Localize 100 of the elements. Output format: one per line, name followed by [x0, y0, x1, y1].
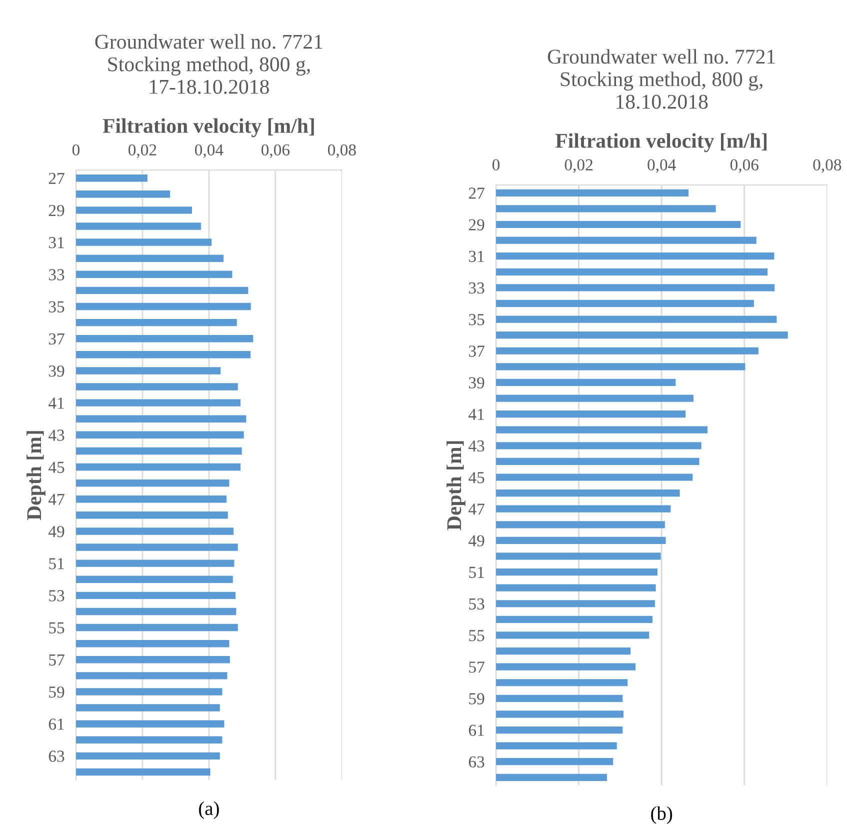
bar [76, 431, 244, 439]
y-tick-label: 61 [468, 724, 484, 736]
bar [76, 334, 254, 342]
bar [76, 672, 228, 680]
bar [496, 536, 666, 544]
bar [496, 584, 656, 592]
y-tick-label: 55 [469, 630, 484, 642]
bar [496, 600, 655, 608]
bar [76, 656, 230, 664]
y-tick-label: 53 [469, 598, 484, 610]
bar [76, 399, 241, 406]
bar [76, 190, 170, 198]
bar [76, 704, 220, 712]
y-tick-label: 35 [469, 314, 484, 326]
bar [496, 410, 686, 418]
bar [496, 189, 688, 196]
bar [496, 316, 777, 323]
bar [76, 720, 224, 728]
x-tick-label: 0 [492, 159, 500, 171]
bar [76, 640, 230, 648]
y-axis-title: Depth [m] [26, 431, 46, 520]
bar [496, 505, 671, 512]
bar [496, 474, 693, 481]
text: (a) [199, 801, 219, 819]
x-axis-title: Filtration velocity [m/h] [102, 118, 314, 138]
bar [76, 592, 236, 600]
bar [76, 768, 210, 776]
y-tick-label: 61 [48, 718, 64, 730]
y-tick-label: 31 [469, 250, 484, 262]
y-tick-label: 43 [48, 430, 64, 441]
bar [496, 521, 665, 528]
bar [496, 616, 652, 623]
chart-title: Groundwater well no. 7721 Stocking method, 800 g, 18.10.2018 [548, 49, 775, 109]
x-tick-label: 0,06 [261, 144, 290, 158]
y-tick-label: 27 [48, 172, 64, 184]
bar [76, 752, 220, 760]
bar [496, 710, 624, 718]
bar [76, 206, 192, 214]
bar [496, 300, 754, 308]
bar [76, 496, 227, 503]
bar [76, 608, 236, 616]
x-tick-label: 0,08 [813, 159, 842, 173]
y-tick-label: 33 [48, 269, 64, 280]
bar [496, 679, 628, 686]
bar [496, 268, 768, 276]
bar [76, 222, 201, 230]
bar [496, 284, 775, 292]
y-tick-label: 59 [469, 693, 484, 704]
bar [496, 394, 694, 402]
y-tick-label: 63 [48, 750, 64, 762]
bar [496, 236, 756, 244]
bar [76, 624, 238, 632]
bar [496, 663, 636, 670]
bar [76, 447, 242, 455]
bar [76, 254, 224, 262]
bar [496, 632, 650, 639]
bar [496, 758, 614, 766]
y-tick-label: 47 [468, 504, 484, 515]
bar [76, 528, 234, 535]
bar [76, 351, 251, 358]
text: (b) [651, 806, 672, 824]
bar [76, 383, 238, 390]
bar [76, 367, 221, 374]
y-tick-label: 41 [468, 408, 484, 420]
bar [76, 174, 148, 182]
y-tick-label: 31 [48, 237, 64, 248]
bar [76, 560, 234, 567]
bar [496, 774, 607, 781]
y-tick-label: 49 [468, 535, 484, 546]
bar [496, 442, 702, 450]
x-tick-label: 0,04 [195, 144, 224, 158]
bar [76, 270, 232, 278]
bar [496, 332, 788, 339]
chart-title: Groundwater well no. 7721 Stocking method, 800 g, 17-18.10.2018 [95, 34, 322, 94]
x-tick-label: 0,08 [328, 144, 356, 158]
y-tick-label: 53 [49, 590, 64, 602]
bar [76, 479, 230, 487]
y-axis-title: Depth [m] [446, 441, 466, 530]
bar [76, 238, 212, 246]
bar [496, 694, 623, 702]
bar [496, 220, 741, 228]
y-tick-label: 37 [48, 333, 64, 345]
y-tick-label: 57 [49, 654, 64, 666]
bar [496, 742, 617, 750]
x-tick-label: 0,02 [128, 144, 156, 158]
y-tick-label: 35 [48, 301, 64, 312]
bar [496, 347, 758, 354]
bar [496, 458, 700, 466]
y-tick-label: 29 [468, 219, 484, 230]
y-tick-label: 27 [468, 188, 484, 199]
bar [76, 463, 241, 471]
bar [496, 363, 746, 370]
y-tick-label: 57 [469, 662, 484, 673]
bar [76, 302, 251, 310]
bar [76, 318, 237, 326]
y-tick-label: 29 [48, 204, 64, 216]
bar [76, 576, 233, 583]
bar [496, 552, 661, 560]
y-tick-label: 37 [469, 346, 484, 357]
y-tick-label: 49 [48, 526, 64, 538]
